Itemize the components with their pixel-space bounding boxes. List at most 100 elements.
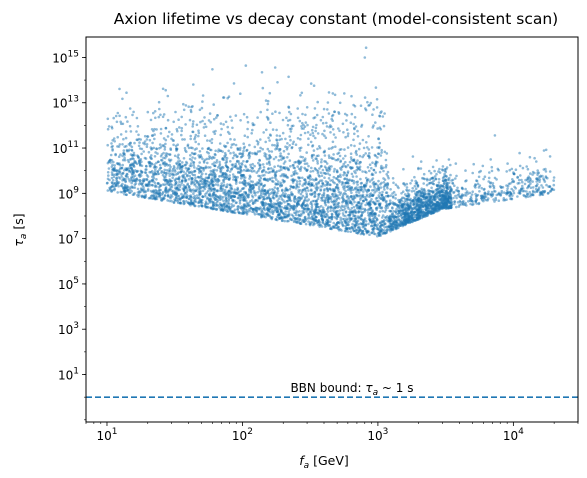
- scatter-point: [121, 179, 124, 182]
- scatter-point: [244, 169, 248, 172]
- scatter-point: [381, 197, 384, 201]
- scatter-point: [409, 201, 413, 205]
- scatter-point: [162, 197, 165, 200]
- scatter-point: [201, 189, 205, 193]
- scatter-point: [272, 193, 276, 197]
- scatter-point: [361, 193, 365, 197]
- scatter-point: [199, 179, 202, 182]
- scatter-point: [282, 194, 286, 197]
- scatter-point: [392, 227, 395, 231]
- scatter-point: [167, 158, 171, 161]
- scatter-point: [526, 186, 529, 190]
- scatter-point: [453, 200, 456, 204]
- scatter-point: [383, 188, 386, 191]
- scatter-point: [356, 232, 360, 235]
- scatter-point: [518, 151, 521, 155]
- scatter-point: [377, 186, 381, 189]
- scatter-point: [552, 183, 556, 187]
- scatter-point: [198, 150, 202, 153]
- scatter-point: [502, 197, 506, 200]
- scatter-point: [153, 127, 156, 131]
- scatter-point: [213, 174, 216, 178]
- scatter-point: [118, 87, 121, 91]
- scatter-point: [333, 167, 336, 171]
- scatter-point: [153, 110, 157, 113]
- scatter-point: [510, 197, 514, 201]
- scatter-point: [359, 215, 362, 218]
- scatter-point: [220, 205, 223, 208]
- scatter-point: [111, 139, 114, 142]
- scatter-point: [266, 108, 269, 112]
- scatter-point: [415, 182, 419, 185]
- scatter-point: [366, 154, 370, 157]
- scatter-point: [392, 190, 396, 194]
- scatter-point: [313, 222, 316, 226]
- scatter-point: [349, 121, 353, 124]
- scatter-point: [447, 181, 451, 185]
- scatter-point: [359, 210, 363, 213]
- scatter-point: [275, 128, 278, 132]
- scatter-point: [198, 171, 201, 174]
- scatter-point: [140, 170, 143, 173]
- scatter-point: [318, 221, 322, 224]
- scatter-point: [130, 181, 133, 185]
- scatter-point: [138, 141, 141, 144]
- scatter-point: [117, 155, 121, 158]
- scatter-point: [272, 188, 275, 192]
- scatter-point: [410, 206, 414, 210]
- scatter-point: [143, 156, 147, 160]
- scatter-point: [123, 156, 126, 160]
- scatter-point: [185, 186, 188, 190]
- scatter-point: [142, 141, 145, 145]
- scatter-point: [278, 169, 281, 172]
- scatter-point: [121, 172, 125, 175]
- scatter-point: [177, 194, 181, 198]
- scatter-point: [311, 169, 315, 173]
- scatter-point: [308, 223, 312, 227]
- scatter-point: [208, 155, 211, 158]
- scatter-point: [380, 193, 384, 196]
- scatter-point: [227, 195, 230, 198]
- scatter-point: [333, 93, 337, 97]
- scatter-point: [208, 112, 212, 115]
- scatter-point: [340, 204, 344, 208]
- scatter-point: [174, 173, 178, 176]
- scatter-point: [490, 165, 494, 169]
- scatter-point: [161, 87, 165, 91]
- scatter-point: [487, 190, 490, 193]
- scatter-point: [510, 180, 514, 184]
- scatter-point: [276, 81, 279, 84]
- scatter-point: [366, 203, 370, 206]
- scatter-point: [287, 75, 290, 79]
- scatter-point: [350, 191, 353, 195]
- scatter-point: [178, 197, 181, 200]
- scatter-point: [349, 230, 353, 233]
- scatter-point: [112, 160, 115, 164]
- scatter-point: [338, 181, 341, 184]
- scatter-point: [331, 179, 334, 182]
- scatter-point: [242, 178, 246, 182]
- scatter-point: [342, 157, 345, 160]
- scatter-point: [132, 175, 135, 179]
- scatter-point: [153, 155, 157, 158]
- scatter-point: [231, 173, 235, 176]
- scatter-point: [326, 196, 330, 200]
- scatter-point: [512, 189, 515, 192]
- scatter-point: [110, 190, 113, 193]
- scatter-point: [552, 176, 556, 179]
- scatter-point: [214, 149, 217, 153]
- scatter-point: [276, 164, 280, 168]
- scatter-point: [170, 179, 173, 183]
- scatter-point: [458, 203, 462, 207]
- scatter-point: [376, 223, 380, 226]
- scatter-point: [338, 212, 341, 215]
- scatter-point: [425, 183, 429, 187]
- scatter-point: [345, 181, 349, 184]
- scatter-point: [210, 173, 214, 176]
- scatter-point: [299, 94, 302, 97]
- scatter-point: [232, 151, 235, 154]
- scatter-point: [388, 222, 392, 226]
- scatter-point: [197, 167, 201, 171]
- scatter-point: [419, 207, 423, 210]
- scatter-point: [170, 185, 174, 189]
